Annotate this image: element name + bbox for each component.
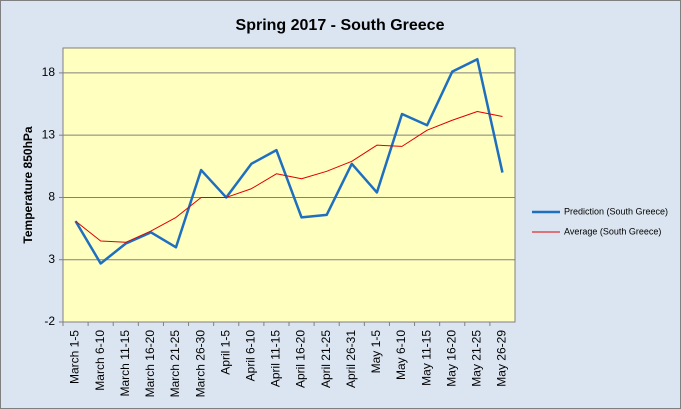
x-tick-label: May 21-25 — [470, 330, 484, 387]
x-tick-label: April 21-25 — [319, 330, 333, 388]
x-tick-label: March 6-10 — [93, 330, 107, 391]
y-tick-label: -2 — [44, 314, 55, 328]
x-tick-label: March 16-20 — [143, 330, 157, 398]
series-line — [74, 57, 504, 265]
legend-label: Prediction (South Greece) — [564, 206, 668, 216]
y-axis-title: Temperature 850hPa — [21, 126, 35, 243]
y-tick-label: 3 — [48, 252, 55, 266]
x-tick-label: April 16-20 — [294, 330, 308, 388]
y-tick-label: 13 — [42, 127, 56, 141]
x-tick-label: May 16-20 — [444, 330, 458, 387]
x-tick-label: March 26-30 — [193, 330, 207, 398]
x-tick-label: April 11-15 — [269, 330, 283, 387]
x-tick-label: April 1-5 — [218, 330, 232, 375]
chart-title: Spring 2017 - South Greece — [236, 17, 445, 34]
x-tick-label: April 6-10 — [244, 330, 258, 382]
x-tick-label: May 6-10 — [394, 330, 408, 380]
x-tick-label: May 1-5 — [369, 330, 383, 374]
legend-label: Average (South Greece) — [564, 226, 661, 236]
series-line — [75, 111, 503, 243]
x-tick-label: May 26-29 — [495, 330, 509, 387]
x-tick-label: March 21-25 — [168, 330, 182, 398]
x-tick-label: May 11-15 — [419, 330, 433, 386]
y-tick-label: 18 — [42, 65, 56, 79]
x-tick-label: April 26-31 — [344, 330, 358, 388]
x-tick-label: March 1-5 — [68, 330, 82, 384]
x-tick-label: March 11-15 — [118, 330, 132, 397]
y-tick-label: 8 — [48, 190, 55, 204]
